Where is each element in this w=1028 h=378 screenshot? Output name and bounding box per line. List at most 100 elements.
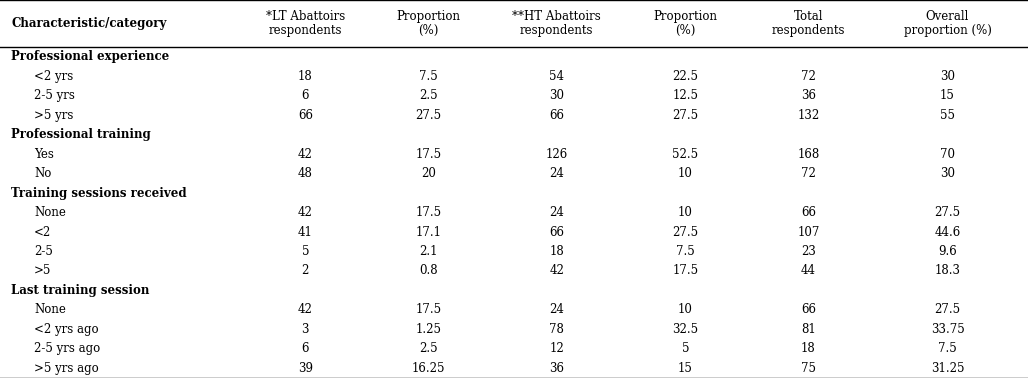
Text: 7.5: 7.5 [939, 342, 957, 355]
Text: **HT Abattoirs
respondents: **HT Abattoirs respondents [512, 10, 601, 37]
Text: 17.5: 17.5 [415, 148, 441, 161]
Text: 78: 78 [549, 323, 564, 336]
Text: 72: 72 [801, 70, 816, 83]
Text: 12.5: 12.5 [672, 89, 698, 102]
Text: 66: 66 [801, 206, 816, 219]
Text: 2-5 yrs ago: 2-5 yrs ago [34, 342, 100, 355]
Text: 7.5: 7.5 [419, 70, 438, 83]
Text: 72: 72 [801, 167, 816, 180]
Text: Characteristic/category: Characteristic/category [11, 17, 167, 30]
Text: 31.25: 31.25 [930, 362, 964, 375]
Text: 27.5: 27.5 [672, 226, 698, 239]
Text: 5: 5 [682, 342, 689, 355]
Text: 30: 30 [940, 70, 955, 83]
Text: 18.3: 18.3 [934, 265, 960, 277]
Text: 54: 54 [549, 70, 564, 83]
Text: 48: 48 [298, 167, 313, 180]
Text: 2.5: 2.5 [419, 89, 438, 102]
Text: 15: 15 [677, 362, 693, 375]
Text: 20: 20 [420, 167, 436, 180]
Text: 44: 44 [801, 265, 816, 277]
Text: 66: 66 [549, 109, 564, 122]
Text: Training sessions received: Training sessions received [11, 187, 187, 200]
Text: 42: 42 [298, 148, 313, 161]
Text: >5 yrs ago: >5 yrs ago [34, 362, 99, 375]
Text: 2.1: 2.1 [419, 245, 438, 258]
Text: 24: 24 [549, 206, 564, 219]
Text: 9.6: 9.6 [939, 245, 957, 258]
Text: 36: 36 [549, 362, 564, 375]
Text: 81: 81 [801, 323, 816, 336]
Text: 18: 18 [549, 245, 564, 258]
Text: 36: 36 [801, 89, 816, 102]
Text: 70: 70 [940, 148, 955, 161]
Text: 42: 42 [549, 265, 564, 277]
Text: Total
respondents: Total respondents [772, 10, 845, 37]
Text: 10: 10 [677, 167, 693, 180]
Text: 66: 66 [298, 109, 313, 122]
Text: 44.6: 44.6 [934, 226, 960, 239]
Text: None: None [34, 304, 66, 316]
Text: 30: 30 [549, 89, 564, 102]
Text: 55: 55 [940, 109, 955, 122]
Text: 17.1: 17.1 [415, 226, 441, 239]
Text: 23: 23 [801, 245, 816, 258]
Text: 2.5: 2.5 [419, 342, 438, 355]
Text: 107: 107 [797, 226, 819, 239]
Text: 3: 3 [301, 323, 309, 336]
Text: Overall
proportion (%): Overall proportion (%) [904, 10, 991, 37]
Text: 27.5: 27.5 [934, 206, 960, 219]
Text: <2 yrs: <2 yrs [34, 70, 73, 83]
Text: 75: 75 [801, 362, 816, 375]
Text: 22.5: 22.5 [672, 70, 698, 83]
Text: 66: 66 [549, 226, 564, 239]
Text: >5: >5 [34, 265, 51, 277]
Text: <2 yrs ago: <2 yrs ago [34, 323, 99, 336]
Text: 42: 42 [298, 304, 313, 316]
Text: *LT Abattoirs
respondents: *LT Abattoirs respondents [265, 10, 344, 37]
Text: 18: 18 [801, 342, 816, 355]
Text: Proportion
(%): Proportion (%) [397, 10, 461, 37]
Text: 24: 24 [549, 304, 564, 316]
Text: 27.5: 27.5 [672, 109, 698, 122]
Text: Professional training: Professional training [11, 128, 151, 141]
Text: 30: 30 [940, 167, 955, 180]
Text: 132: 132 [798, 109, 819, 122]
Text: 17.5: 17.5 [415, 206, 441, 219]
Text: <2: <2 [34, 226, 51, 239]
Text: Professional experience: Professional experience [11, 51, 170, 64]
Text: 15: 15 [940, 89, 955, 102]
Text: 10: 10 [677, 304, 693, 316]
Text: 42: 42 [298, 206, 313, 219]
Text: Proportion
(%): Proportion (%) [653, 10, 718, 37]
Text: 2: 2 [301, 265, 309, 277]
Text: 1.25: 1.25 [415, 323, 441, 336]
Text: 24: 24 [549, 167, 564, 180]
Text: 52.5: 52.5 [672, 148, 698, 161]
Text: 126: 126 [546, 148, 567, 161]
Text: >5 yrs: >5 yrs [34, 109, 73, 122]
Text: 16.25: 16.25 [411, 362, 445, 375]
Text: 0.8: 0.8 [419, 265, 438, 277]
Text: 7.5: 7.5 [675, 245, 695, 258]
Text: 17.5: 17.5 [415, 304, 441, 316]
Text: 33.75: 33.75 [930, 323, 964, 336]
Text: 41: 41 [298, 226, 313, 239]
Text: 27.5: 27.5 [415, 109, 441, 122]
Text: 32.5: 32.5 [672, 323, 698, 336]
Text: 5: 5 [301, 245, 309, 258]
Text: 10: 10 [677, 206, 693, 219]
Text: 6: 6 [301, 342, 309, 355]
Text: 2-5: 2-5 [34, 245, 52, 258]
Text: No: No [34, 167, 51, 180]
Text: Last training session: Last training session [11, 284, 150, 297]
Text: 6: 6 [301, 89, 309, 102]
Text: 18: 18 [298, 70, 313, 83]
Text: None: None [34, 206, 66, 219]
Text: 66: 66 [801, 304, 816, 316]
Text: 17.5: 17.5 [672, 265, 698, 277]
Text: Yes: Yes [34, 148, 53, 161]
Text: 2-5 yrs: 2-5 yrs [34, 89, 75, 102]
Text: 39: 39 [298, 362, 313, 375]
Text: 12: 12 [549, 342, 564, 355]
